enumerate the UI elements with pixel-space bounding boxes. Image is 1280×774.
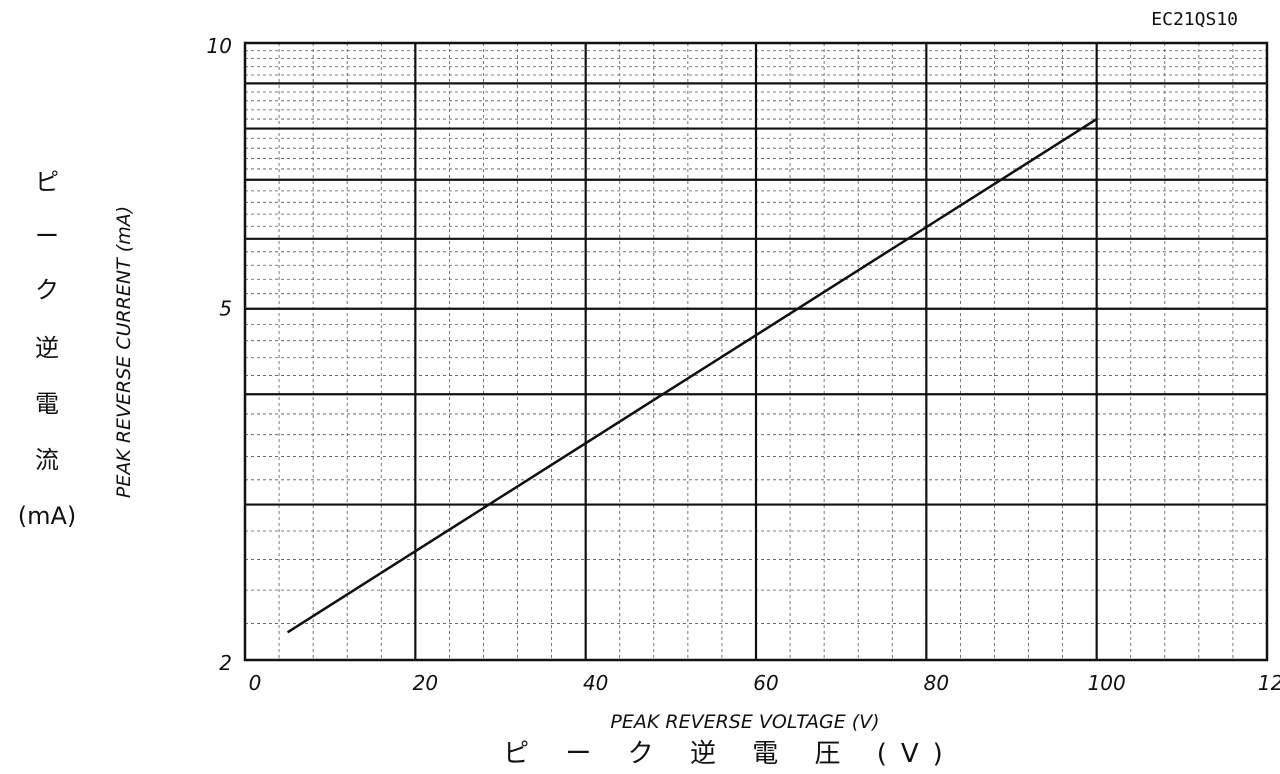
x-axis-label-jp: ピ ー ク 逆 電 圧 (V) (503, 739, 957, 769)
x-tick-label: 0 (249, 671, 262, 695)
series-line (286, 118, 1098, 634)
x-tick-label: 20 (413, 671, 438, 695)
y-tick-labels: 2 5 10 (207, 34, 232, 675)
major-gridlines (245, 43, 1267, 660)
x-tick-label: 120 (1258, 671, 1280, 695)
y-axis-label-jp: ピ ー ク 逆 電 流 (mA) (18, 168, 77, 530)
x-tick-label: 40 (583, 671, 608, 695)
y-axis-label-jp-char: ピ (35, 168, 59, 196)
x-axis-label: PEAK REVERSE VOLTAGE (V) (610, 711, 879, 733)
y-axis-label-jp-char: ク (35, 276, 59, 304)
y-axis-label-jp-char: 電 (35, 390, 59, 418)
plot-frame (243, 41, 1269, 662)
x-tick-label: 80 (924, 671, 949, 695)
y-tick-label: 2 (219, 651, 232, 675)
x-tick-label: 100 (1088, 671, 1126, 695)
y-axis-label: PEAK REVERSE CURRENT (mA) (113, 206, 135, 498)
y-axis-label-jp-char: 流 (35, 446, 59, 474)
y-tick-label: 10 (207, 34, 232, 58)
y-axis-label-jp-char: (mA) (18, 502, 77, 530)
x-tick-labels: 0 20 40 60 80 100 120 (249, 671, 1280, 695)
series-layer (286, 118, 1098, 634)
y-axis-label-jp-char: ー (35, 222, 59, 250)
y-tick-label: 5 (219, 297, 232, 321)
x-tick-label: 60 (753, 671, 778, 695)
y-axis-label-jp-char: 逆 (35, 334, 59, 362)
model-code: EC21QS10 (1151, 9, 1238, 30)
